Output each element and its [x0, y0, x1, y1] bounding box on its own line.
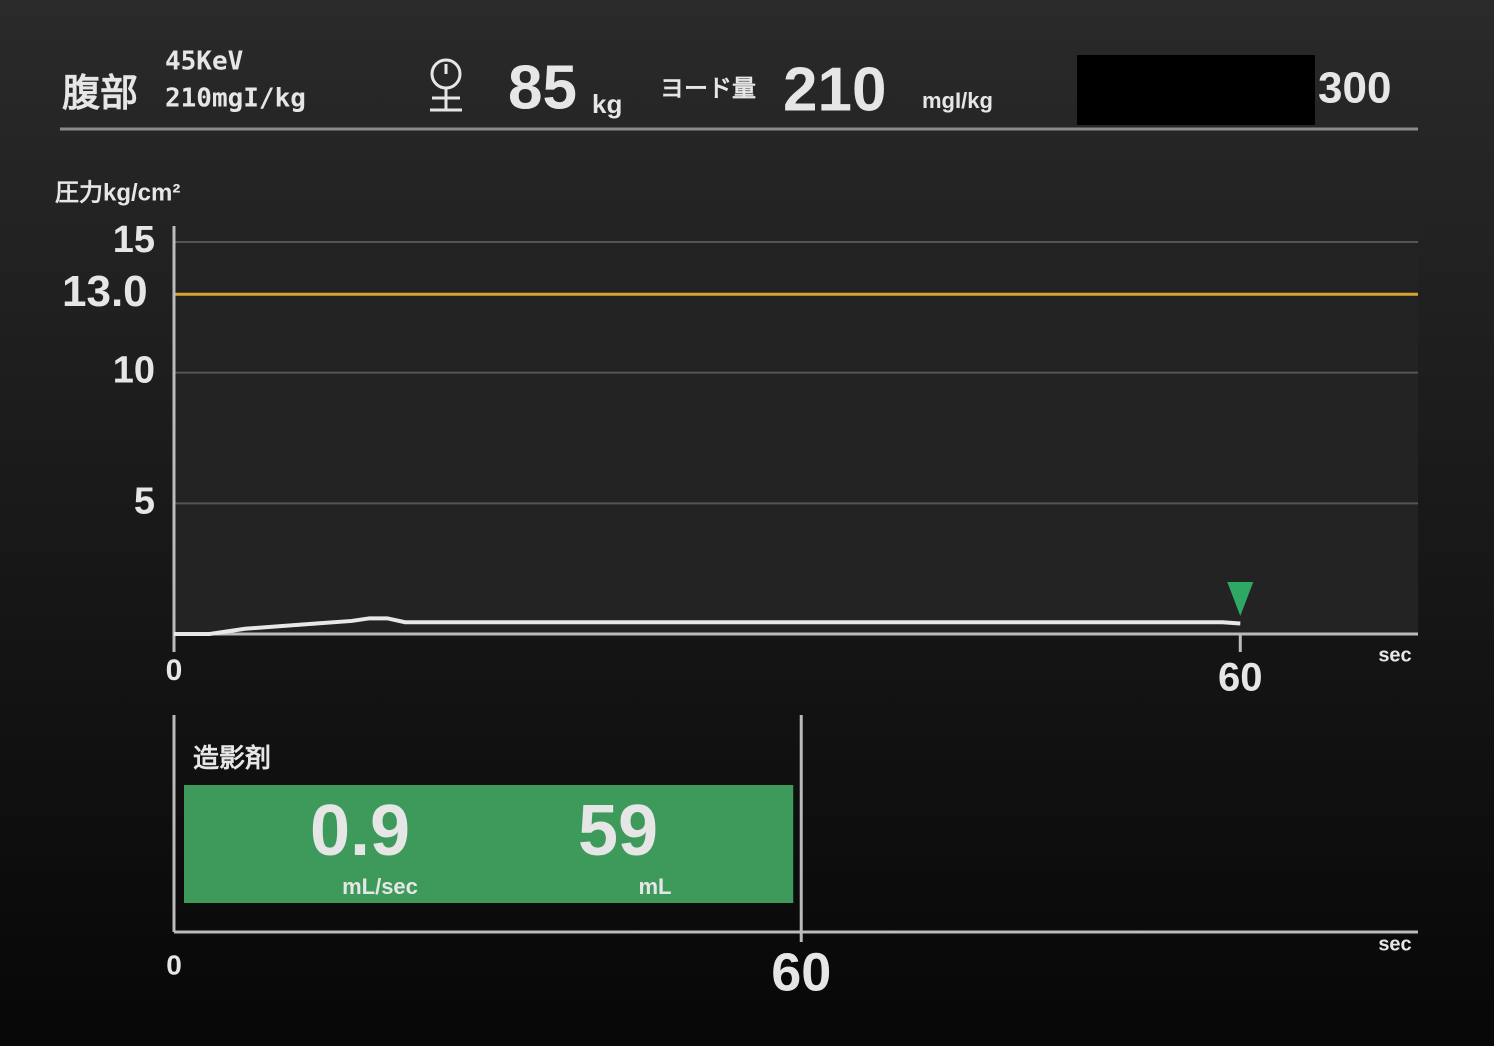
y-tick-label: 5	[134, 480, 155, 522]
volume: 59	[578, 791, 658, 871]
weight: 85	[508, 53, 577, 122]
pressure-line	[174, 616, 1241, 636]
weight-unit: kg	[592, 89, 622, 119]
protocol-label: 造影剤	[193, 743, 271, 773]
phase-bar	[184, 785, 794, 903]
x-unit: sec	[1378, 644, 1411, 666]
plot-area	[174, 226, 1418, 634]
protocol-x-unit: sec	[1378, 933, 1411, 955]
dose-setting: 210mgI/kg	[165, 84, 306, 114]
right-value: 300	[1318, 64, 1391, 113]
protocol-x-tick-label: 0	[166, 949, 182, 980]
y-axis-label: 圧力kg/cm²	[55, 179, 180, 206]
iodine-label: ヨード量	[660, 75, 756, 102]
gauge-icon	[430, 58, 462, 112]
protocol-x-tick-label: 60	[771, 942, 831, 1002]
region: 腹部	[62, 73, 138, 115]
rate-unit: mL/sec	[342, 874, 418, 899]
pressure-limit-label: 13.0	[62, 267, 148, 316]
rate: 0.9	[310, 791, 410, 871]
iodine-unit: mgI/kg	[922, 88, 993, 113]
time-marker	[1227, 582, 1254, 616]
x-tick-label: 0	[166, 654, 183, 687]
volume-unit: mL	[639, 874, 672, 899]
y-tick-label: 10	[113, 350, 155, 392]
iodine: 210	[783, 55, 886, 124]
y-tick-label: 15	[113, 219, 155, 261]
x-tick-label: 60	[1218, 656, 1263, 700]
kev: 45KeV	[165, 47, 243, 77]
redacted-box	[1077, 55, 1315, 125]
